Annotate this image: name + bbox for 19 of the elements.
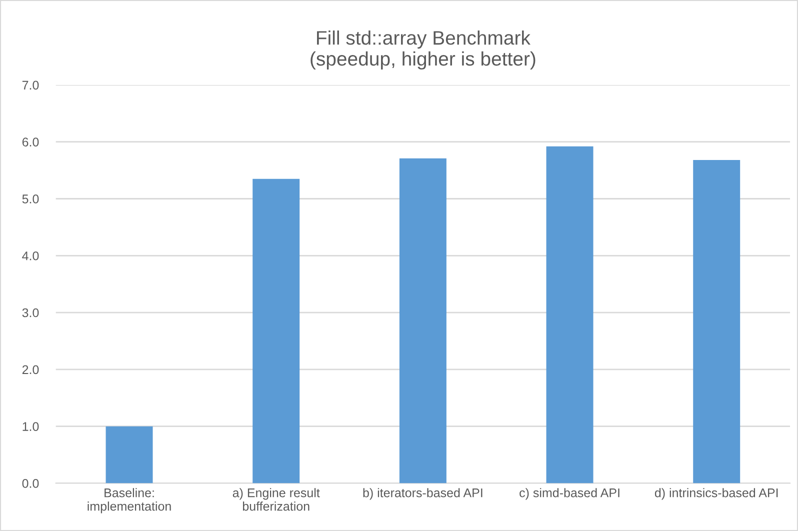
y-tick-label: 2.0: [22, 365, 39, 374]
x-tick-label: c) simd-based API: [520, 488, 620, 500]
y-tick-label: 3.0: [22, 308, 39, 318]
y-tick-label: 1.0: [22, 422, 39, 431]
bar: [252, 178, 300, 484]
y-tick-label: 4.0: [22, 251, 39, 260]
y-tick-label: 5.0: [22, 194, 39, 204]
bar: [106, 426, 153, 484]
x-tick-label: Baseline: implementation: [88, 488, 171, 514]
y-tick-label: 7.0: [22, 80, 39, 90]
bar: [546, 146, 594, 484]
x-tick-label: a) Engine result bufferization: [232, 488, 320, 511]
bar: [399, 158, 446, 484]
y-tick-label: 0.0: [22, 479, 39, 488]
chart-title: Fill std::array Benchmark (speedup, higher is better): [310, 30, 536, 70]
x-tick-label: d) intrinsics-based API: [654, 488, 778, 500]
bar: [693, 160, 740, 484]
x-tick-label: b) iterators-based API: [363, 488, 482, 500]
y-tick-label: 6.0: [22, 138, 39, 147]
